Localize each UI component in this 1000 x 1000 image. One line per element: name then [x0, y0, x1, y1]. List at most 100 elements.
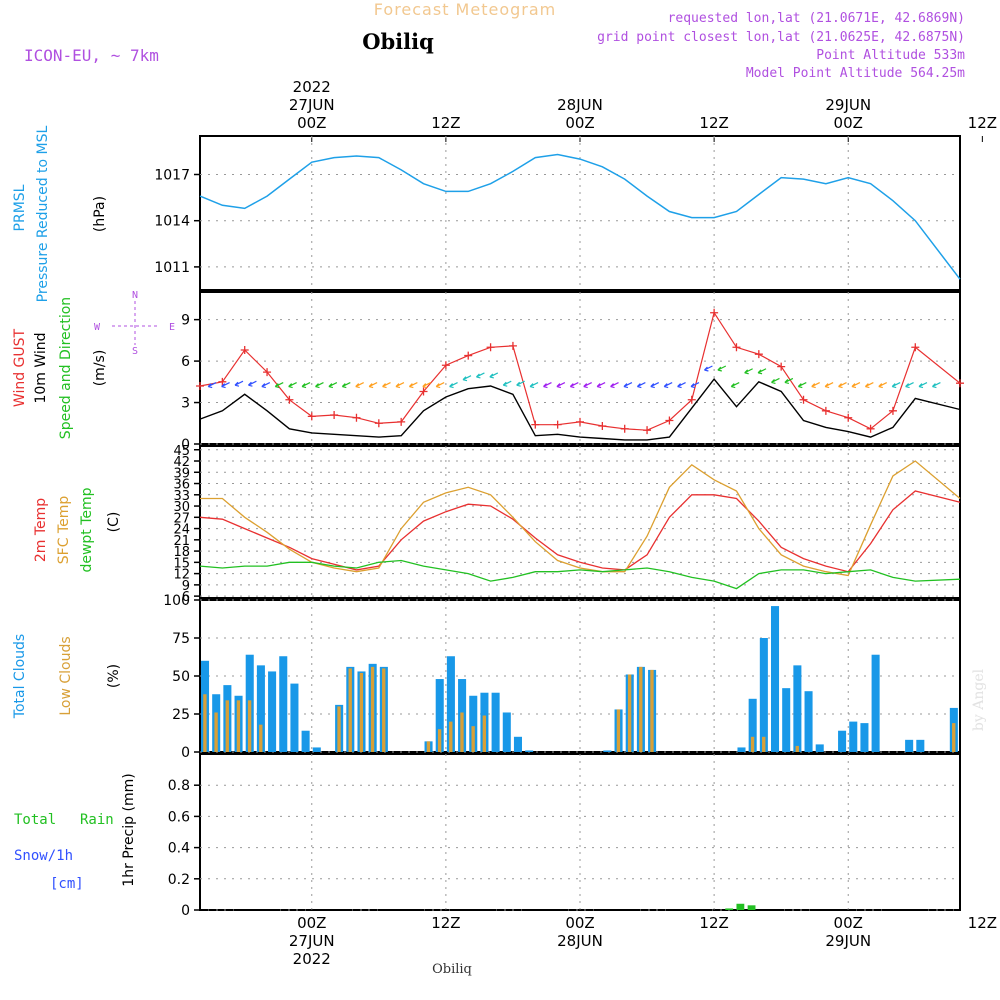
wind-gust-point	[464, 351, 473, 360]
wind-gust-point	[576, 417, 584, 426]
compass-w: W	[94, 322, 101, 333]
dewpt-label: dewpt Temp	[79, 487, 95, 572]
temp-line-1	[200, 460, 961, 577]
cloud-bar-total	[793, 665, 802, 752]
wind-direction-arrow	[274, 382, 284, 389]
time-label-top: 00Z	[834, 114, 863, 132]
cloud-bar-low	[639, 666, 643, 752]
wind-direction-arrow	[395, 382, 405, 389]
gridlines	[200, 136, 960, 911]
footer-location: Obiliq	[432, 962, 472, 977]
wind-gust-line	[199, 311, 961, 431]
wind-direction-arrow	[730, 382, 740, 389]
time-label-top: 29JUN	[825, 96, 871, 114]
wind-direction-arrow	[757, 368, 767, 375]
ytick-label-clouds: 50	[172, 669, 190, 685]
wind-gust-point	[754, 350, 763, 359]
wind-direction-arrow	[636, 382, 646, 389]
wind-direction-arrow	[717, 365, 727, 372]
wind-gust-point	[598, 422, 607, 431]
low-clouds-label: Low Clouds	[58, 636, 74, 715]
wind-direction-arrow	[449, 382, 458, 389]
cloud-bar-low	[952, 723, 956, 752]
wind-gust-point	[956, 379, 964, 388]
wind-direction-arrow	[475, 372, 485, 379]
ytick-label-wind: 9	[181, 313, 190, 329]
wind-direction-arrow	[811, 382, 820, 389]
cloud-bar-total	[603, 750, 612, 752]
wind-gust-point	[508, 341, 517, 350]
pressure-line	[199, 153, 961, 280]
pressure-label-prmsl: PRMSL	[12, 184, 28, 231]
ytick-label-pressure: 1011	[154, 260, 190, 276]
ytick-label-precip: 0.6	[168, 809, 190, 825]
time-label-top: 28JUN	[557, 96, 603, 114]
sfc-label: SFC Temp	[56, 496, 72, 565]
wind-direction-label: Speed and Direction	[58, 297, 74, 439]
y-ticks: 1011101410170369691215182124273033363942…	[154, 168, 200, 919]
wind-direction-arrow	[771, 377, 780, 385]
cloud-bar-low	[426, 741, 431, 752]
compass-icon: N S W E	[94, 290, 175, 357]
wind-direction-arrow	[328, 382, 338, 389]
wind-gust-point	[397, 417, 406, 426]
time-label-bottom: 27JUN	[289, 932, 335, 950]
wind-gust-point	[196, 381, 204, 390]
pressure-unit: (hPa)	[92, 196, 108, 232]
ytick-label-wind: 3	[181, 396, 190, 412]
cloud-bar-low	[236, 700, 241, 752]
ytick-label-wind: 0	[181, 437, 190, 453]
cloud-bar-total	[435, 679, 444, 752]
wind-gust-point	[531, 420, 540, 429]
wind-direction-arrow	[650, 382, 660, 389]
wind-gust-point	[844, 413, 853, 422]
ytick-label-temp: 45	[173, 444, 190, 459]
wind-series	[196, 308, 964, 441]
cloud-bar-total	[838, 730, 847, 752]
wind-gust-point	[888, 406, 897, 415]
time-label-bottom: 00Z	[565, 914, 594, 932]
cloud-bar-low	[471, 726, 475, 752]
cloud-bar-low	[482, 715, 486, 752]
ytick-label-precip: 0.4	[168, 841, 190, 857]
temp-unit: (C)	[106, 512, 122, 533]
wind-gust-point	[441, 361, 450, 370]
time-label-bottom: 12Z	[431, 914, 460, 932]
cloud-bar-total	[759, 638, 768, 752]
wind-unit: (m/s)	[92, 350, 108, 387]
wind-direction-arrow	[247, 380, 257, 387]
time-label-bottom: 29JUN	[825, 932, 871, 950]
ytick-label-clouds: 0	[181, 745, 190, 761]
time-label-top: 12Z	[431, 114, 460, 132]
cloud-bar-low	[762, 736, 766, 752]
ytick-label-temp: 12	[173, 568, 190, 583]
wind-direction-arrow	[583, 382, 592, 389]
cloud-bar-low	[627, 674, 632, 752]
pressure-label-long: Pressure Reduced to MSL	[35, 125, 51, 302]
time-label-bottom: 00Z	[297, 914, 326, 932]
time-label-top: 00Z	[297, 114, 326, 132]
cloud-bar-low	[203, 694, 207, 752]
cloud-bar-low	[449, 721, 453, 752]
wind-10m-label: 10m Wind	[33, 332, 49, 403]
wind-gust-point	[374, 419, 383, 428]
time-label-bottom: 28JUN	[557, 932, 603, 950]
compass-e: E	[169, 322, 175, 333]
wind-direction-arrow	[690, 382, 700, 389]
cloud-bar-low	[225, 700, 229, 752]
ytick-label-precip: 0.8	[168, 778, 190, 794]
ytick-label-temp: 27	[173, 511, 190, 526]
cloud-bar-low	[348, 668, 352, 752]
credit-label: by Angel	[971, 668, 987, 731]
legend-total: Total	[14, 812, 56, 828]
cloud-bar-low	[247, 700, 252, 752]
point-altitude: Point Altitude 533m	[816, 48, 965, 63]
time-label-bottom: 00Z	[834, 914, 863, 932]
compass-s: S	[132, 346, 138, 357]
cloud-bar-total	[771, 606, 780, 752]
precip-bar	[725, 908, 734, 910]
wind-direction-arrow	[703, 365, 713, 372]
wind-direction-arrow	[596, 382, 606, 389]
wind-direction-arrow	[784, 377, 794, 385]
